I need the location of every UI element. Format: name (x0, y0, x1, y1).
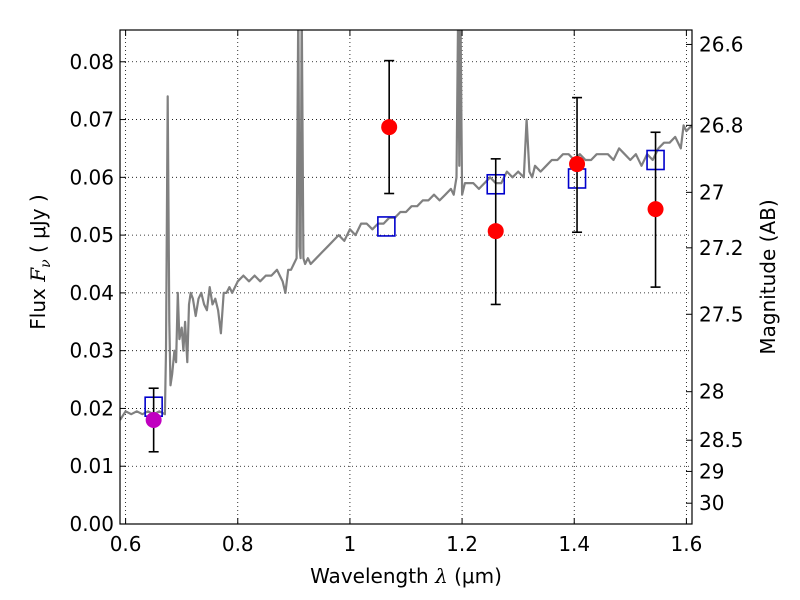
y2-tick-label: 26.6 (699, 32, 744, 56)
y-tick-label: 0.02 (69, 396, 114, 420)
y2-tick-label: 30 (699, 491, 724, 515)
x-axis-title: Wavelength λ (μm) (310, 564, 502, 588)
y2-tick-label: 27.5 (699, 302, 744, 326)
y-tick-label: 0.07 (69, 108, 114, 132)
x-tick-label: 0.6 (110, 532, 142, 556)
y-tick-label: 0.01 (69, 454, 114, 478)
y2-tick-label: 27.2 (699, 236, 744, 260)
plot-area (120, 30, 692, 421)
y-tick-label: 0.08 (69, 50, 114, 74)
model-box-point (377, 216, 396, 237)
y2-tick-label: 29 (699, 459, 724, 483)
y2-tick-label: 27 (699, 180, 724, 204)
y2-tick-label: 28 (699, 380, 724, 404)
y-tick-label: 0.05 (69, 223, 114, 247)
x-tick-label: 1.2 (446, 532, 478, 556)
ticks: 0.6 0.8 1 1.2 1.4 1.6 0.00 0.01 0.02 0.03 0.04 0.05… (69, 30, 744, 556)
spectrum-line (120, 30, 692, 421)
photometry-point (487, 223, 504, 240)
grid-lines (120, 30, 692, 524)
y-tick-label: 0.04 (69, 281, 114, 305)
y-axis-title: Flux Fν ( μJy ) (26, 194, 54, 329)
photometry-point (145, 412, 162, 428)
plot-frame (119, 29, 693, 525)
x-tick-label: 1 (344, 532, 357, 556)
photometry-point (647, 201, 664, 218)
x-tick-label: 0.8 (222, 532, 254, 556)
photometry-point (381, 119, 398, 136)
x-tick-label: 1.4 (558, 532, 590, 556)
photometry-point (569, 156, 586, 173)
y-tick-label: 0.00 (69, 512, 114, 536)
markers (144, 59, 665, 453)
y-tick-label: 0.03 (69, 339, 114, 363)
y2-tick-label: 28.5 (699, 428, 744, 452)
x-tick-label: 1.6 (670, 532, 702, 556)
y2-axis-title: Magnitude (AB) (756, 199, 780, 354)
y2-tick-label: 26.8 (699, 113, 744, 137)
y-tick-label: 0.06 (69, 165, 114, 189)
